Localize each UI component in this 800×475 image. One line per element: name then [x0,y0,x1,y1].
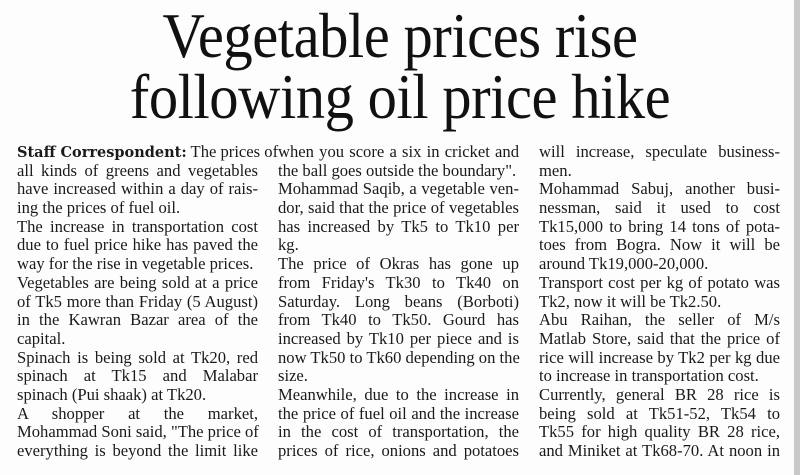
article-text-line: Spinach is being sold at Tk20, red [17,347,258,367]
article-text-line: when you score a six in cricket and [278,142,519,161]
article-text-line: way for the rise in vegetable prices. [17,254,254,274]
headline-line-1: Vegetable prices rise [162,1,638,71]
article-text-line: men. [539,160,572,180]
article-text-line: prices of rice, onions and potatoes [278,441,519,460]
article-text-line: everything is beyond the limit like [17,441,258,460]
article-text-line: kg. [278,235,299,255]
article-text-line: from Friday's Tk30 to Tk40 on [278,272,519,292]
page-edge [794,0,800,475]
article-text-line: being sold at Tk51-52, Tk54 to [539,403,780,423]
article-column-1: Staff Correspondent: The prices of all ki… [17,142,278,461]
article-text-line: have increased within a day of rais- [17,179,258,199]
article-text-line: Tk2, now it will be Tk2.50. [539,291,722,311]
article-text-line: around Tk19,000-20,000. [539,254,709,274]
article-text-line: The increase in transportation cost [17,216,258,236]
article-text: The prices of [186,142,279,161]
article-text-line: now Tk50 to Tk60 depending on the [278,347,520,367]
article-text-line: Saturday. Long beans (Borboti) [278,291,519,311]
article-text-line: Vegetables are being sold at a price [17,272,258,292]
article-text-line: Staff Correspondent: The prices of [17,142,278,162]
article-text-line: nessman, said it used to cost [539,198,780,218]
article-text-line: The price of Okras has gone up [278,254,519,274]
article-text-line: the price of fuel oil and the increase [278,403,519,423]
article-text-line: Matlab Store, said that the price of [539,328,780,348]
headline-line-2: following oil price hike [129,62,671,132]
article-text-line: will increase, speculate business- [539,142,780,161]
article-text-line: Transport cost per kg of potato was [539,272,780,292]
article-text-line: Mohammad Sabuj, another busi- [539,179,780,199]
article-text-line: dor, said that the price of vegetables [278,198,519,218]
article-text-line: in the cost of transportation, the [278,422,519,442]
article-text-line: spinach (Pui shaak) at Tk20. [17,384,207,404]
article-text-line: Abu Raihan, the seller of M/s [539,310,780,330]
article-column-2: when you score a six in cricket and the b… [278,142,520,461]
article-text-line: the ball goes outside the boundary". [278,160,517,180]
article-text-line: spinach at Tk15 and Malabar [17,366,258,386]
article-text-line: capital. [17,328,66,348]
article-text-line: A shopper at the market, [17,403,258,423]
article-text-line: size. [278,366,308,386]
article-text-line: to increase in transportation cost. [539,366,759,386]
article-text-line: from Tk40 to Tk50. Gourd has [278,310,519,330]
article-text-line: toes from Bogra. Now it will be [539,235,780,255]
byline: Staff Correspondent: [17,144,187,161]
article-text-line: ing the prices of fuel oil. [17,198,181,218]
article-text-line: rice will increase by Tk2 per kg due [539,347,780,367]
article-column-3: will increase, speculate business-men. Mo… [539,142,780,461]
article-text-line: Mohammad Soni said, "The price of [17,422,259,442]
article-text-line: Tk55 for high quality BR 28 rice, [539,422,780,442]
headline: Vegetable prices rise following oil pric… [0,1,800,132]
article-text-line: increased by Tk10 per piece and is [278,328,519,348]
article-text-line: of Tk5 more than Friday (5 August) [17,291,258,311]
article-text-line: Meanwhile, due to the increase in [278,384,519,404]
article-text-line: Currently, general BR 28 rice is [539,384,780,404]
article-text-line: due to fuel price hike has paved the [17,235,258,255]
article-text-line: and Miniket at Tk68-70. At noon in [539,441,780,460]
article-text-line: all kinds of greens and vegetables [17,160,258,180]
article-text-line: Mohammad Saqib, a vegetable ven- [278,179,519,199]
article-text-line: Tk15,000 to bring 14 tons of pota- [539,216,780,236]
article-text-line: has increased by Tk5 to Tk10 per [278,216,519,236]
article-text-line: in the Kawran Bazar area of the [17,310,258,330]
